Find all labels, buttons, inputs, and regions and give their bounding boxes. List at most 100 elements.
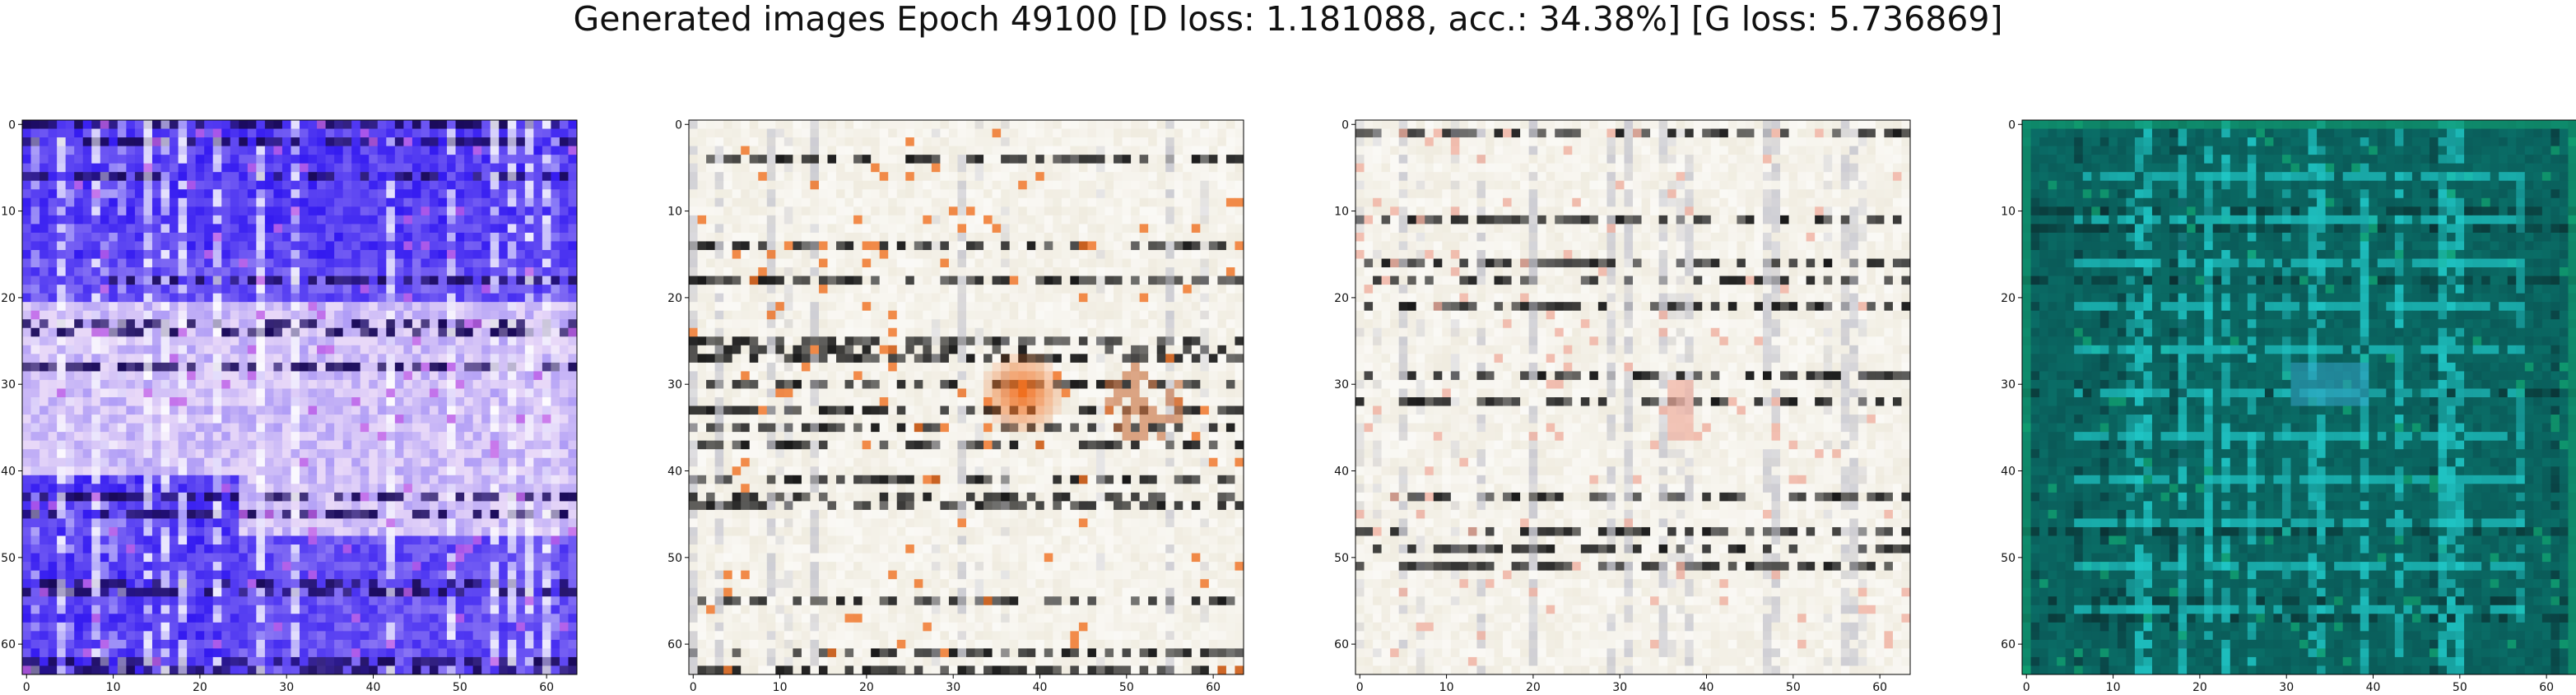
image-pixel — [65, 622, 75, 632]
image-pixel — [1001, 189, 1011, 199]
image-pixel — [360, 587, 370, 597]
image-pixel — [533, 501, 543, 511]
image-pixel — [126, 172, 136, 182]
image-pixel — [117, 163, 127, 173]
image-pixel — [1148, 146, 1158, 155]
image-pixel — [429, 492, 439, 502]
image-pixel — [100, 163, 109, 173]
image-pixel — [126, 432, 136, 442]
image-pixel — [317, 293, 326, 303]
image-pixel — [827, 128, 837, 138]
image-pixel — [758, 163, 768, 173]
image-pixel — [524, 267, 534, 276]
image-pixel — [281, 639, 291, 649]
image-pixel — [300, 484, 309, 493]
image-pixel — [221, 457, 231, 467]
image-pixel — [948, 215, 958, 225]
image-pixel — [533, 457, 543, 467]
image-pixel — [905, 215, 915, 225]
image-pixel — [1044, 163, 1053, 173]
image-pixel — [264, 492, 274, 502]
image-pixel — [507, 388, 517, 398]
image-pixel — [386, 484, 396, 493]
image-pixel — [793, 180, 802, 190]
image-pixel — [239, 327, 249, 337]
image-pixel — [992, 224, 1002, 234]
image-pixel — [65, 449, 75, 459]
image-pixel — [516, 197, 526, 207]
image-pixel — [100, 631, 109, 641]
image-pixel — [1225, 137, 1235, 146]
image-pixel — [117, 656, 127, 666]
image-pixel — [481, 457, 491, 467]
image-pixel — [65, 570, 75, 580]
image-pixel — [472, 146, 482, 155]
image-pixel — [896, 155, 906, 164]
image-pixel — [65, 492, 75, 502]
image-pixel — [187, 267, 197, 276]
image-pixel — [499, 432, 509, 442]
image-pixel — [412, 163, 421, 173]
image-pixel — [421, 327, 430, 337]
image-pixel — [957, 120, 967, 129]
image-pixel — [793, 172, 802, 182]
image-pixel — [447, 241, 456, 251]
image-pixel — [879, 163, 889, 173]
image-pixel — [117, 276, 127, 285]
image-pixel — [499, 440, 509, 450]
image-pixel — [1191, 128, 1201, 138]
image-pixel — [360, 319, 370, 329]
image-pixel — [507, 180, 517, 190]
image-pixel — [394, 206, 404, 216]
image-pixel — [65, 293, 75, 303]
image-pixel — [187, 128, 197, 138]
image-pixel — [1078, 189, 1088, 199]
image-pixel — [212, 432, 222, 442]
image-pixel — [394, 336, 404, 346]
image-pixel — [334, 137, 344, 146]
image-pixel — [239, 509, 249, 519]
image-pixel — [421, 155, 430, 164]
image-pixel — [291, 457, 300, 467]
image-pixel — [160, 562, 170, 572]
image-pixel — [862, 155, 872, 164]
image-pixel — [403, 405, 413, 415]
image-pixel — [818, 232, 828, 242]
image-pixel — [1095, 137, 1105, 146]
image-pixel — [827, 146, 837, 155]
image-pixel — [117, 449, 127, 459]
image-pixel — [412, 648, 421, 658]
image-pixel — [170, 665, 179, 675]
image-pixel — [151, 449, 161, 459]
image-pixel — [853, 137, 863, 146]
image-pixel — [421, 128, 430, 138]
image-pixel — [1235, 172, 1244, 182]
image-pixel — [264, 336, 274, 346]
image-pixel — [230, 258, 239, 268]
image-pixel — [351, 605, 361, 614]
image-pixel — [178, 570, 188, 580]
image-pixel — [749, 163, 759, 173]
image-pixel — [481, 587, 491, 597]
image-pixel — [300, 345, 309, 354]
image-pixel — [273, 397, 283, 406]
image-pixel — [143, 232, 153, 242]
image-pixel — [896, 197, 906, 207]
image-pixel — [1183, 224, 1193, 234]
image-pixel — [109, 614, 119, 623]
image-pixel — [490, 501, 500, 511]
image-pixel — [507, 405, 517, 415]
image-pixel — [499, 172, 509, 182]
image-pixel — [983, 224, 993, 234]
image-pixel — [300, 267, 309, 276]
image-pixel — [247, 405, 257, 415]
image-pixel — [109, 302, 119, 312]
image-pixel — [568, 258, 578, 268]
image-pixel — [256, 553, 266, 563]
image-pixel — [421, 319, 430, 329]
image-pixel — [499, 293, 509, 303]
image-pixel — [499, 146, 509, 155]
image-pixel — [369, 457, 379, 467]
image-pixel — [1208, 172, 1218, 182]
image-pixel — [22, 475, 31, 484]
